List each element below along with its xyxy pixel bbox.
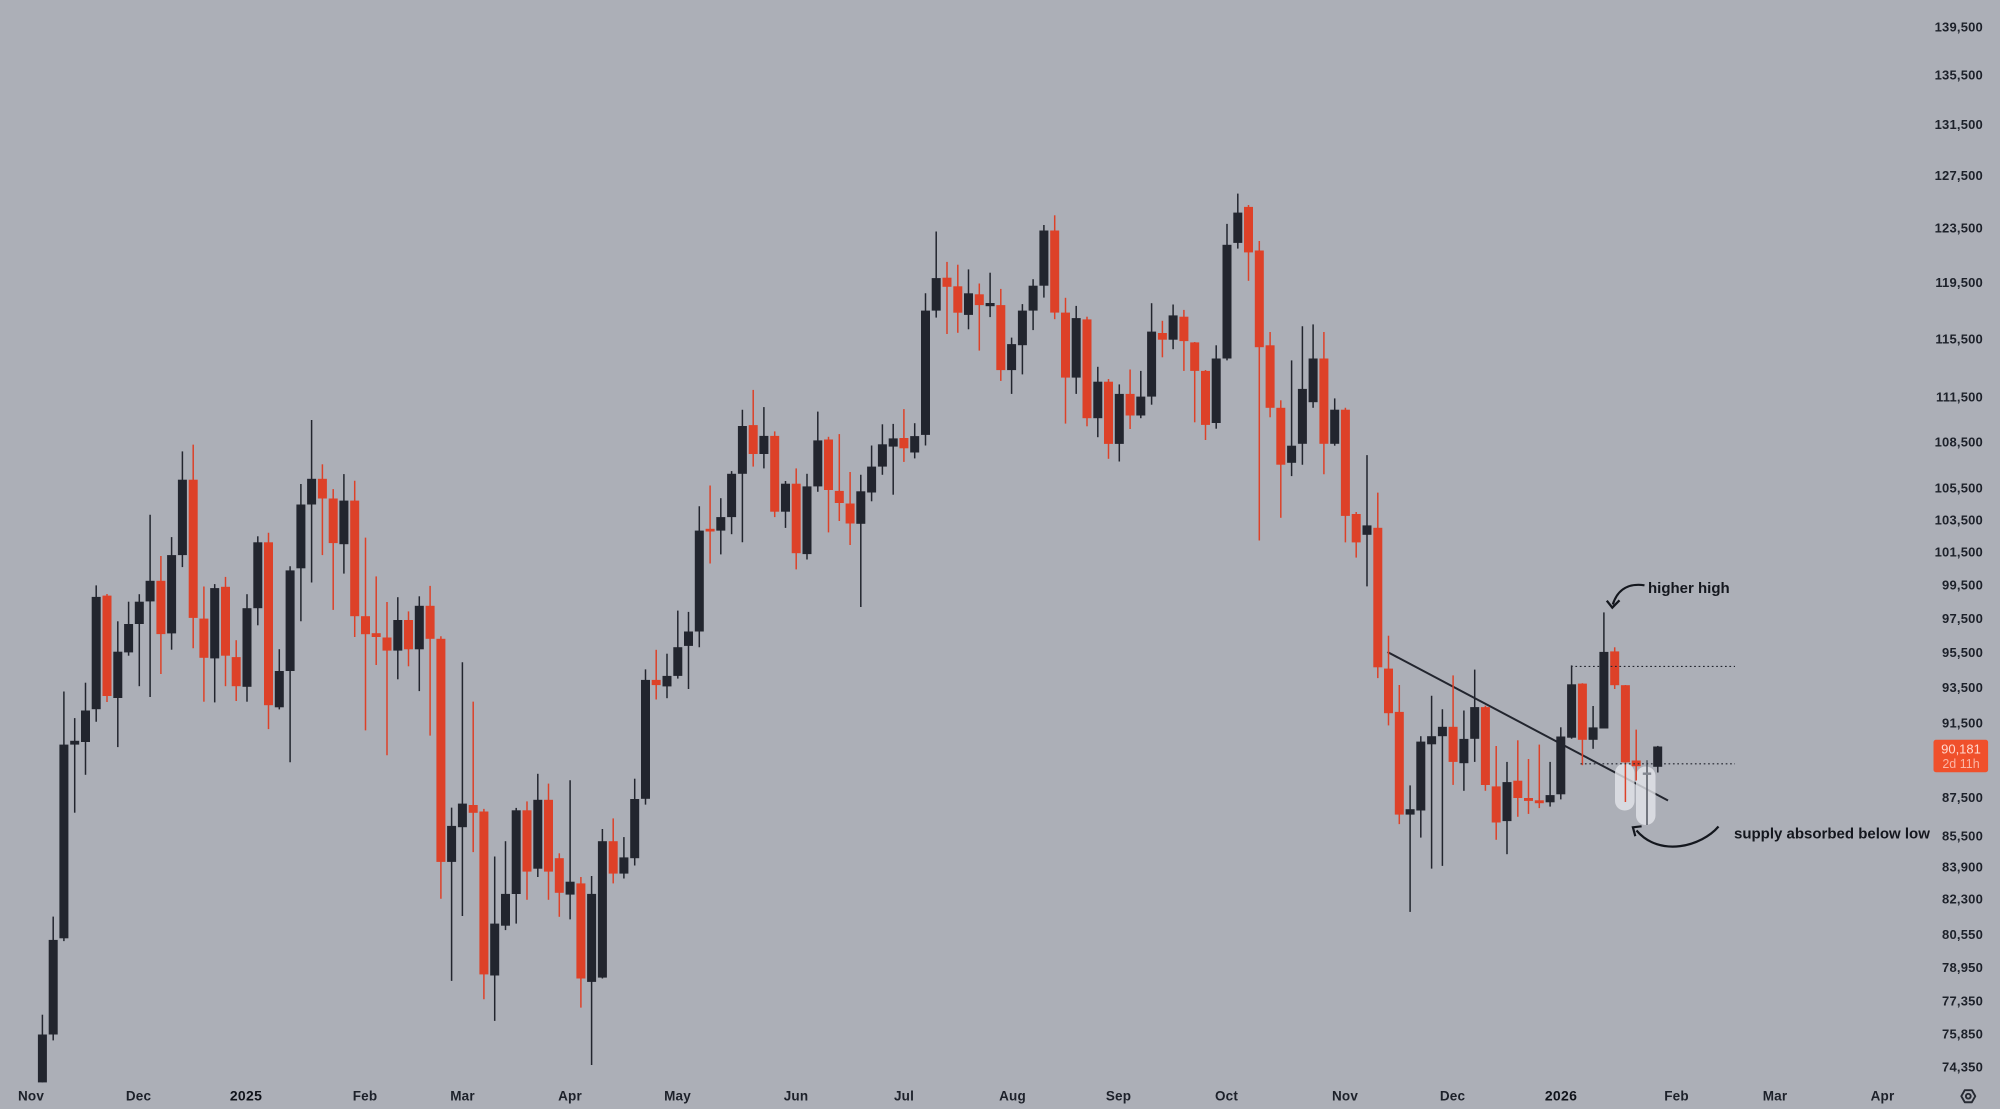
svg-text:123,500: 123,500 (1935, 221, 1983, 236)
svg-text:119,500: 119,500 (1935, 275, 1983, 290)
svg-text:95,500: 95,500 (1942, 645, 1983, 660)
svg-text:higher high: higher high (1648, 580, 1730, 597)
svg-text:Dec: Dec (126, 1089, 152, 1104)
svg-text:103,500: 103,500 (1935, 512, 1983, 527)
svg-text:97,500: 97,500 (1942, 611, 1983, 626)
svg-text:111,500: 111,500 (1936, 389, 1983, 404)
svg-text:85,500: 85,500 (1942, 828, 1983, 843)
svg-text:Mar: Mar (1763, 1089, 1788, 1104)
svg-text:101,500: 101,500 (1935, 545, 1983, 560)
svg-text:Sep: Sep (1106, 1089, 1131, 1104)
svg-text:115,500: 115,500 (1935, 331, 1983, 346)
svg-text:2025: 2025 (230, 1088, 262, 1104)
svg-text:91,500: 91,500 (1942, 716, 1983, 731)
svg-text:Dec: Dec (1440, 1089, 1466, 1104)
svg-text:74,350: 74,350 (1942, 1060, 1983, 1075)
svg-text:87,500: 87,500 (1942, 790, 1983, 805)
svg-text:90,181: 90,181 (1941, 742, 1981, 757)
svg-text:Jun: Jun (784, 1089, 809, 1104)
svg-text:78,950: 78,950 (1942, 960, 1983, 975)
svg-text:Nov: Nov (18, 1089, 44, 1104)
svg-text:Apr: Apr (558, 1089, 582, 1104)
svg-text:2d 11h: 2d 11h (1942, 757, 1979, 771)
svg-text:131,500: 131,500 (1935, 117, 1983, 132)
svg-text:Feb: Feb (353, 1089, 378, 1104)
svg-text:108,500: 108,500 (1935, 434, 1983, 449)
svg-text:Mar: Mar (450, 1089, 475, 1104)
svg-text:105,500: 105,500 (1935, 481, 1983, 496)
svg-text:supply absorbed below low: supply absorbed below low (1734, 826, 1930, 843)
svg-text:127,500: 127,500 (1935, 168, 1983, 183)
svg-text:May: May (664, 1089, 691, 1104)
svg-text:80,550: 80,550 (1942, 927, 1983, 942)
svg-text:83,900: 83,900 (1942, 860, 1983, 875)
svg-text:75,850: 75,850 (1942, 1026, 1983, 1041)
svg-text:Aug: Aug (999, 1089, 1026, 1104)
svg-text:2026: 2026 (1545, 1088, 1577, 1104)
svg-text:Oct: Oct (1215, 1089, 1238, 1104)
svg-text:93,500: 93,500 (1942, 680, 1983, 695)
svg-text:135,500: 135,500 (1935, 68, 1983, 83)
svg-text:Apr: Apr (1871, 1089, 1895, 1104)
svg-text:139,500: 139,500 (1935, 20, 1983, 35)
svg-text:Jul: Jul (894, 1089, 914, 1104)
svg-text:77,350: 77,350 (1942, 994, 1983, 1009)
svg-text:Feb: Feb (1664, 1089, 1689, 1104)
svg-text:Nov: Nov (1332, 1089, 1358, 1104)
svg-text:99,500: 99,500 (1942, 577, 1983, 592)
svg-text:82,300: 82,300 (1942, 891, 1983, 906)
